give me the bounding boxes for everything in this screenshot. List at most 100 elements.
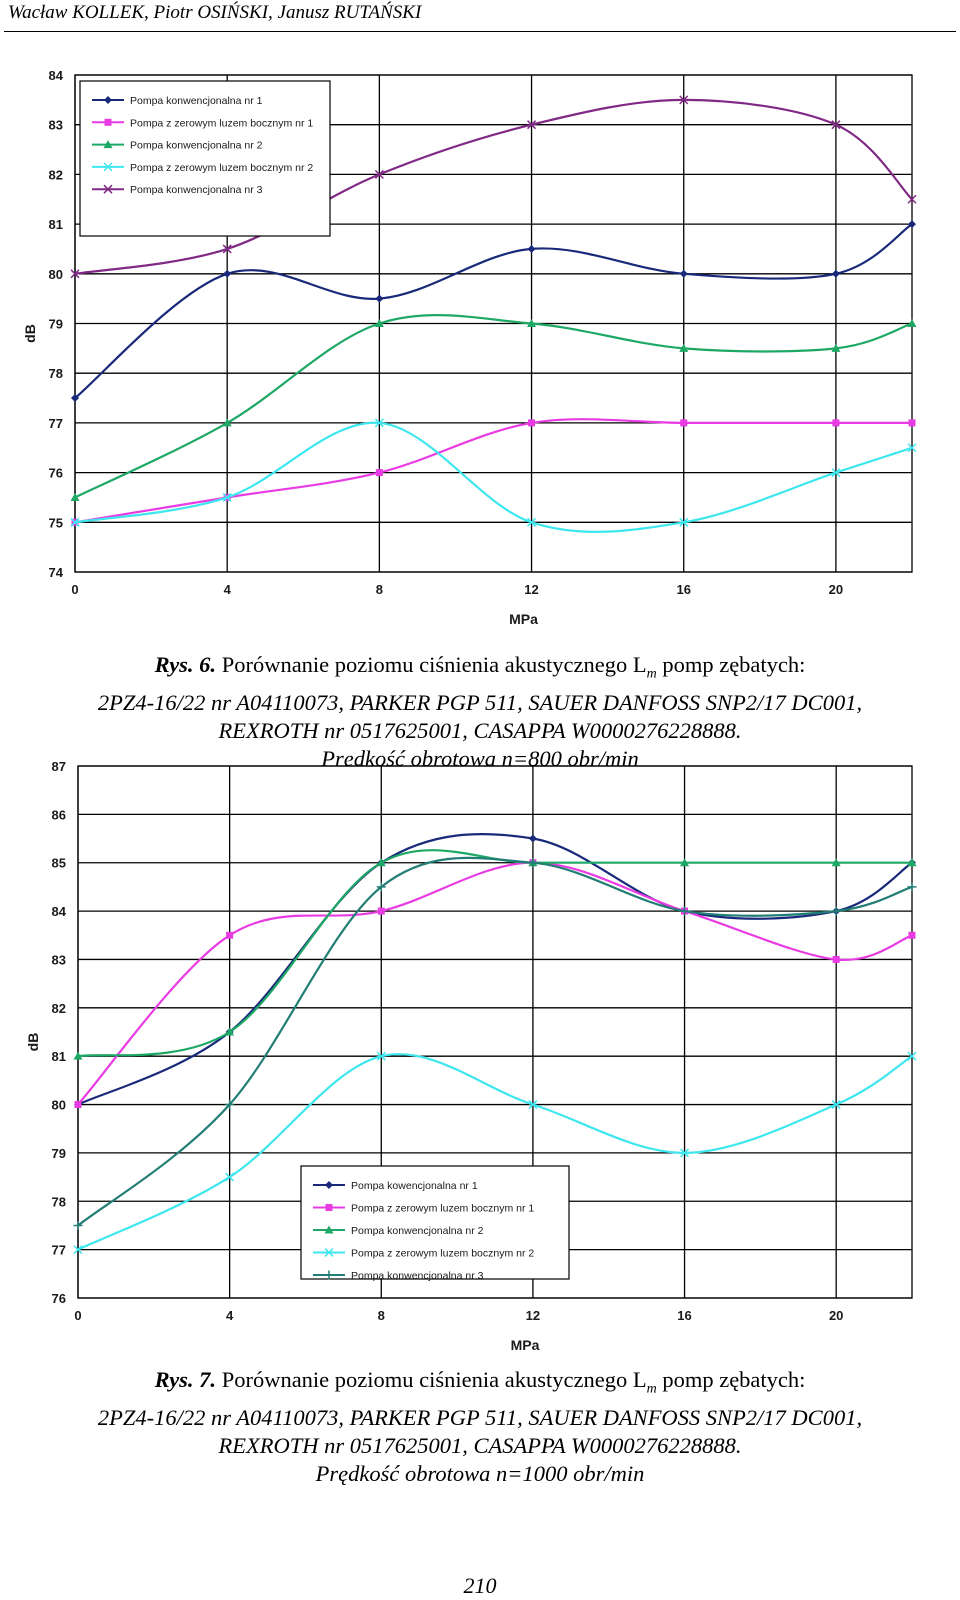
chart-2-series-3-point	[680, 858, 690, 867]
chart-1-y-tick-label: 80	[49, 267, 63, 282]
chart-1-legend-marker	[103, 140, 113, 149]
chart-2-legend-label: Pompa konwencjonalna nr 2	[351, 1225, 484, 1237]
chart-1-series-1-point	[679, 269, 688, 278]
chart-1-series-3-point	[527, 319, 537, 327]
chart-1-y-tick-label: 78	[49, 366, 63, 381]
chart-1-x-tick-label: 4	[224, 582, 232, 597]
chart-2-x-axis-label: MPa	[511, 1337, 540, 1353]
chart-1-x-tick-label: 16	[676, 582, 690, 597]
chart-1-series-4-point	[907, 443, 917, 453]
chart-1-series-5-point	[907, 194, 917, 204]
chart-2-series-2-point	[377, 907, 385, 915]
chart-2-y-tick-label: 78	[52, 1194, 66, 1209]
chart-2-series-2-point	[226, 931, 234, 939]
chart-1-series-4-point	[70, 517, 80, 527]
caption-fig-7-line-4: Prędkość obrotowa n=1000 obr/min	[315, 1460, 645, 1486]
caption-fig-6: Rys. 6. Porównanie poziomu ciśnienia aku…	[0, 651, 960, 773]
chart-2-series-4-point	[225, 1172, 235, 1182]
chart-2-series-3-point	[376, 858, 386, 867]
chart-2-frame	[77, 765, 913, 1299]
caption-fig-6-label: Rys. 6.	[154, 652, 217, 677]
chart-2-series-4-point	[528, 1100, 538, 1110]
chart-2-series-5-point	[376, 882, 386, 892]
chart-2-series-2-line	[77, 861, 913, 1106]
caption-fig-7-line-2: 2PZ4-16/22 nr A04110073, PARKER PGP 511,…	[97, 1404, 863, 1430]
chart-1-series-1-point	[908, 220, 916, 229]
chart-1-series-1-line	[74, 223, 913, 399]
chart-1-y-tick-label: 76	[49, 466, 63, 481]
chart-2-legend: Pompa kowencjonalna nr 1 Pompa z zerowym …	[300, 1165, 570, 1282]
chart-1-series-3-point	[374, 319, 384, 327]
chart-2-svg: 76 77 78 79 80 81 82 83 84 85 86 87 0 4 8 12 16 20 MPa dB Po…	[25, 759, 917, 1353]
chart-1-legend-marker	[104, 118, 112, 126]
chart-2-series-3-point	[225, 1027, 235, 1036]
caption-fig-7-line-1: Rys. 7. Porównanie poziomu ciśnienia aku…	[154, 1367, 806, 1397]
chart-1-y-tick-label: 77	[49, 416, 63, 431]
chart-1-series-4-point	[374, 418, 384, 428]
caption-fig-7-line-3: REXROTH nr 0517625001, CASAPPA W00002762…	[218, 1432, 742, 1458]
chart-1-series-1-point	[71, 394, 79, 403]
chart-1-legend-label: Pompa z zerowym luzem bocznym nr 2	[130, 162, 313, 174]
chart-1-series-2-point	[908, 419, 916, 427]
chart-1-series-3-point	[679, 343, 689, 352]
chart-2-y-tick-label: 86	[52, 807, 66, 822]
chart-1-y-tick-label: 81	[49, 217, 63, 232]
chart-1-y-tick-label: 83	[49, 118, 63, 133]
chart-1-series-1-point	[223, 269, 232, 278]
chart-1-series-4-point	[831, 468, 841, 478]
chart-2-y-tick-label: 83	[52, 952, 66, 967]
chart-2-series-4-point	[73, 1245, 83, 1255]
chart-2: 76 77 78 79 80 81 82 83 84 85 86 87 0 4 8 12 16 20 MPa dB Po…	[0, 755, 960, 1360]
chart-1-legend-marker	[103, 184, 113, 194]
chart-2-y-axis-label: dB	[25, 1033, 41, 1052]
chart-2-legend-marker	[325, 1204, 333, 1211]
chart-1-series-3-point	[70, 492, 80, 501]
chart-2-legend-label: Pompa konwencjonalna nr 3	[351, 1270, 484, 1282]
chart-2-series-5-point	[528, 858, 538, 868]
chart-1-legend-marker	[103, 162, 113, 172]
chart-2-series-5	[73, 856, 917, 1230]
chart-2-legend-label: Pompa kowencjonalna nr 1	[351, 1180, 478, 1192]
chart-1-series-3	[70, 314, 917, 501]
chart-2-x-tick-label: 4	[226, 1308, 234, 1323]
chart-1: 74 75 76 77 78 79 80 81 82 83 84 0 4 8 12 16 20 MPa dB Pomp…	[0, 40, 960, 640]
chart-1-series-1	[71, 220, 916, 403]
chart-2-legend-marker	[325, 1181, 333, 1189]
chart-2-series-4-point	[831, 1100, 841, 1110]
chart-1-legend-marker	[104, 96, 112, 104]
chart-2-legend-marker	[324, 1247, 334, 1258]
chart-1-x-tick-label: 12	[524, 582, 538, 597]
chart-1-x-tick-label: 0	[71, 582, 78, 597]
chart-2-series-3-point	[73, 1051, 83, 1060]
chart-2-series-5-point	[680, 906, 690, 916]
chart-1-series-4-point	[222, 492, 232, 502]
caption-fig-6-line-1: Rys. 6. Porównanie poziomu ciśnienia aku…	[154, 652, 806, 682]
chart-1-x-tick-label: 8	[376, 582, 383, 597]
running-header: Wacław KOLLEK, Piotr OSIŃSKI, Janusz RUT…	[8, 2, 422, 23]
chart-2-y-tick-label: 79	[52, 1146, 66, 1161]
chart-2-series-3-point	[907, 858, 917, 867]
chart-2-y-tick-label: 80	[52, 1098, 66, 1113]
chart-1-series-5-point	[374, 169, 384, 179]
chart-1-legend-label: Pompa z zerowym luzem bocznym nr 1	[130, 117, 313, 129]
chart-2-legend-label: Pompa z zerowym luzem bocznym nr 2	[351, 1248, 534, 1260]
chart-1-y-axis-label: dB	[22, 324, 38, 343]
chart-1-series-2-point	[680, 419, 688, 427]
chart-1-y-tick-label: 82	[49, 167, 63, 182]
chart-1-series-5-point	[70, 269, 80, 279]
chart-2-x-tick-label: 8	[378, 1308, 385, 1323]
chart-1-series-1-point	[831, 269, 840, 278]
chart-2-series-5-point	[225, 1100, 235, 1110]
chart-2-legend-label: Pompa z zerowym luzem bocznym nr 1	[351, 1203, 534, 1215]
chart-2-y-tick-label: 82	[52, 1001, 66, 1016]
chart-1-series-5-point	[222, 244, 232, 254]
chart-1-legend-box	[79, 80, 331, 237]
chart-2-y-tick-label: 77	[52, 1243, 66, 1258]
chart-1-series-3-point	[907, 319, 917, 327]
chart-1-legend-label: Pompa konwencjonalna nr 3	[130, 184, 263, 196]
page-number: 210	[463, 1573, 497, 1598]
chart-1-series-5-point	[679, 95, 689, 105]
chart-1-series-5-point	[527, 120, 537, 130]
chart-2-series-5-point	[73, 1220, 83, 1230]
chart-2-series-5-point	[907, 882, 917, 892]
